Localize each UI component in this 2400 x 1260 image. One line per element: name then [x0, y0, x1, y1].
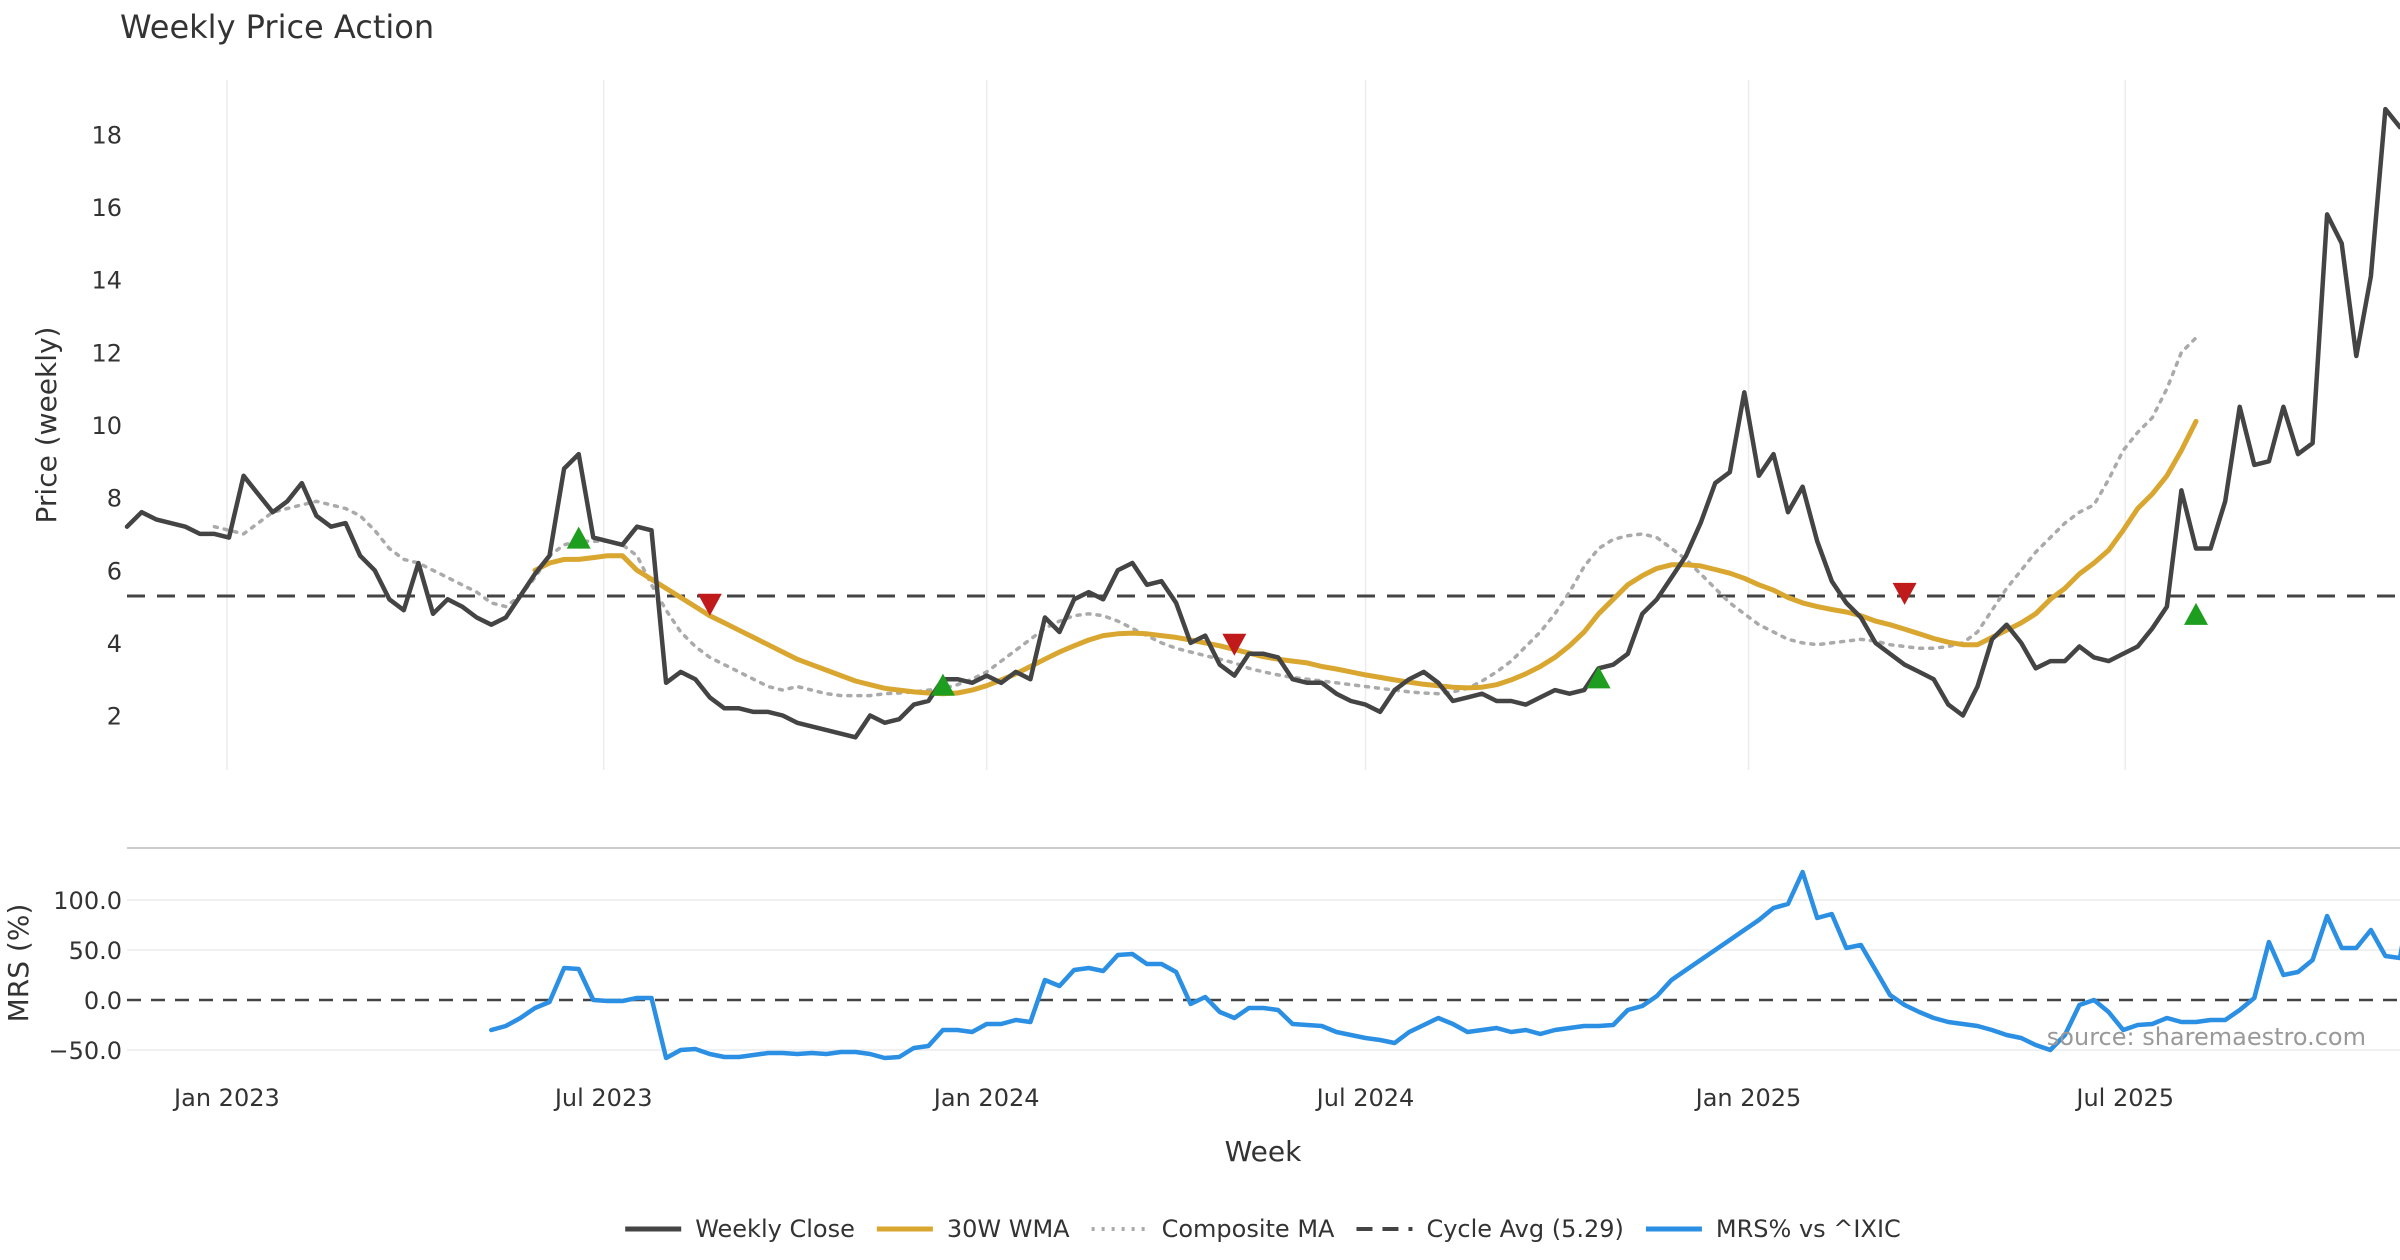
- mrs-y-ticks: −50.0 0.0 50.0 100.0: [48, 887, 122, 1065]
- legend-label: Composite MA: [1162, 1215, 1335, 1243]
- legend-label: MRS% vs ^IXIC: [1716, 1215, 1901, 1243]
- price-y-axis-label: Price (weekly): [30, 327, 63, 524]
- x-axis-tick-labels: Jan 2023 Jul 2023 Jan 2024 Jul 2024 Jan 2025…: [172, 1084, 2174, 1112]
- price-y-tick-label: 10: [91, 412, 122, 440]
- mrs-y-tick-label: 100.0: [53, 887, 122, 915]
- x-tick-label: Jul 2025: [2074, 1084, 2174, 1112]
- price-y-tick-label: 16: [91, 194, 122, 222]
- mrs-y-axis-label: MRS (%): [2, 904, 35, 1023]
- legend-label: Cycle Avg (5.29): [1426, 1215, 1623, 1243]
- legend-label: 30W WMA: [947, 1215, 1070, 1243]
- x-tick-label: Jan 2025: [1694, 1084, 1802, 1112]
- price-y-tick-label: 14: [91, 267, 122, 295]
- x-tick-label: Jul 2023: [553, 1084, 653, 1112]
- buy-signal-marker: [930, 673, 955, 696]
- price-y-tick-label: 2: [107, 703, 122, 731]
- buy-signal-marker: [2184, 602, 2209, 625]
- price-y-tick-label: 6: [107, 557, 122, 585]
- price-y-ticks: 2 4 6 8 10 12 14 16 18: [91, 121, 122, 730]
- buy-signal-marker: [566, 526, 591, 549]
- price-y-tick-label: 8: [107, 485, 122, 513]
- x-tick-label: Jan 2023: [172, 1084, 280, 1112]
- mrs-y-tick-label: 50.0: [69, 937, 122, 965]
- series-line-30w-wma: [532, 418, 2199, 697]
- series-line-mrs: [489, 869, 2400, 1061]
- sell-signal-marker: [697, 593, 722, 616]
- price-y-tick-label: 12: [91, 339, 122, 367]
- mrs-series: [127, 869, 2400, 1061]
- mrs-y-tick-label: 0.0: [84, 987, 122, 1015]
- sell-signal-marker: [1892, 582, 1917, 605]
- legend-label: Weekly Close: [695, 1215, 855, 1243]
- price-series: [124, 106, 2400, 740]
- legend: Weekly Close 30W WMA Composite MA Cycle Avg…: [625, 1215, 1901, 1243]
- series-line-weekly-close: [124, 106, 2400, 740]
- x-tick-label: Jan 2024: [932, 1084, 1040, 1112]
- signal-markers: [566, 526, 2209, 696]
- mrs-y-tick-label: −50.0: [48, 1037, 122, 1065]
- sell-signal-marker: [1222, 633, 1247, 656]
- source-annotation: source: sharemaestro.com: [2047, 1023, 2366, 1051]
- x-tick-label: Jul 2024: [1315, 1084, 1415, 1112]
- x-axis-label: Week: [1225, 1135, 1302, 1168]
- price-y-tick-label: 4: [107, 630, 122, 658]
- chart-title: Weekly Price Action: [120, 8, 434, 46]
- mrs-gridlines: [127, 899, 2400, 1051]
- price-panel: 2 4 6 8 10 12 14 16 18 Weekly Price Action Price…: [30, 8, 2400, 770]
- mrs-panel: −50.0 0.0 50.0 100.0 source: sharemaestro.c…: [2, 847, 2400, 1168]
- price-y-tick-label: 18: [91, 121, 122, 149]
- buy-signal-marker: [1586, 666, 1611, 689]
